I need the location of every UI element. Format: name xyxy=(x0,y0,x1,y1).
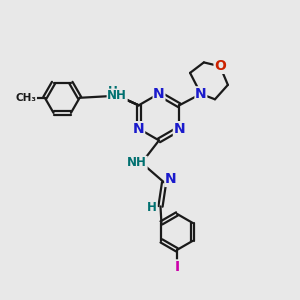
Text: N: N xyxy=(165,172,176,186)
Text: H: H xyxy=(109,87,119,101)
Text: I: I xyxy=(174,260,180,274)
Text: N: N xyxy=(195,87,207,101)
Text: N: N xyxy=(153,87,165,100)
Text: N: N xyxy=(116,90,126,103)
Text: H: H xyxy=(147,201,157,214)
Text: CH₃: CH₃ xyxy=(15,93,36,103)
Text: N: N xyxy=(133,122,145,136)
Text: H: H xyxy=(108,85,118,98)
Text: NH: NH xyxy=(107,89,127,102)
Text: N: N xyxy=(173,122,185,136)
Text: NH: NH xyxy=(127,156,147,170)
Text: O: O xyxy=(214,59,226,73)
